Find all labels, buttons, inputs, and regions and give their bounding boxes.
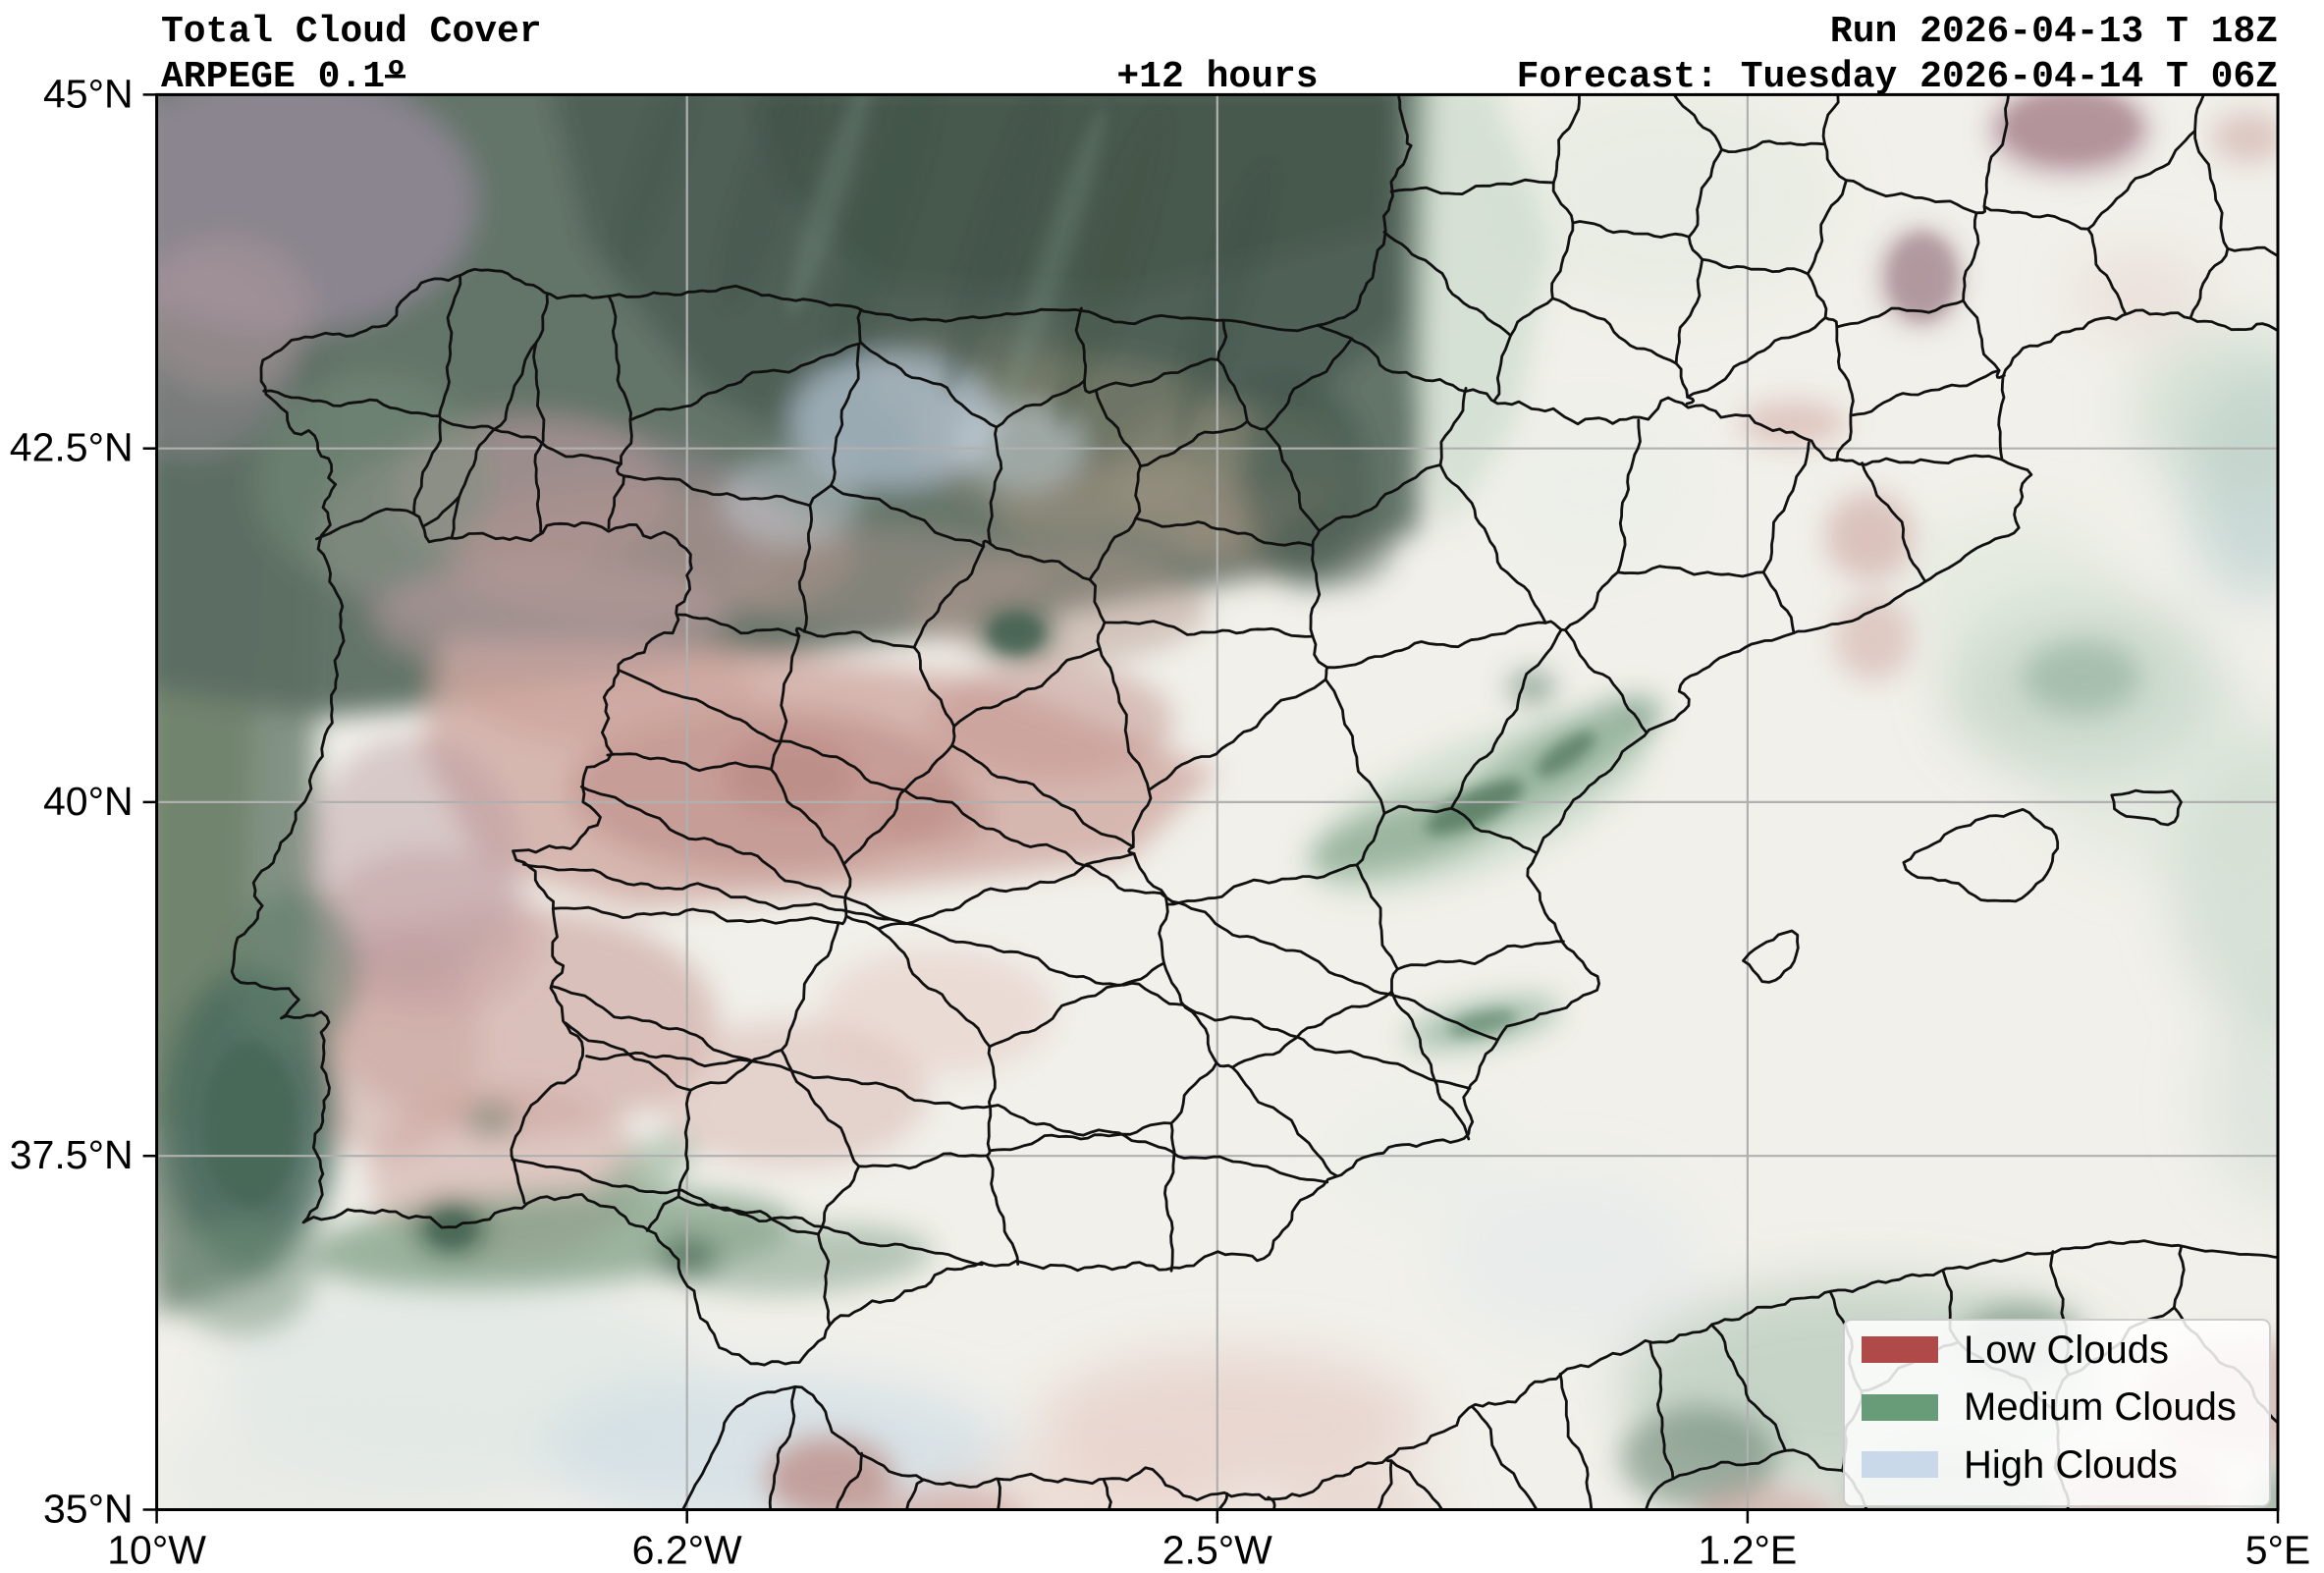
svg-text:Medium Clouds: Medium Clouds [1964,1385,2237,1429]
svg-text:6.2°W: 6.2°W [632,1528,742,1573]
svg-text:45°N: 45°N [43,71,134,116]
svg-text:ARPEGE 0.1º: ARPEGE 0.1º [161,56,407,98]
svg-text:10°W: 10°W [107,1528,206,1573]
svg-text:High Clouds: High Clouds [1964,1443,2178,1487]
svg-text:35°N: 35°N [43,1487,134,1532]
svg-text:2.5°W: 2.5°W [1162,1528,1272,1573]
svg-text:Total Cloud Cover: Total Cloud Cover [161,11,542,53]
svg-text:Low Clouds: Low Clouds [1964,1329,2169,1372]
svg-text:5°E: 5°E [2245,1528,2311,1573]
svg-text:1.2°E: 1.2°E [1699,1528,1798,1573]
svg-text:37.5°N: 37.5°N [10,1132,134,1177]
svg-text:+12 hours: +12 hours [1116,56,1318,98]
svg-text:Run 2026-04-13 T 18Z: Run 2026-04-13 T 18Z [1830,11,2278,53]
svg-text:Forecast: Tuesday 2026-04-14 T: Forecast: Tuesday 2026-04-14 T 06Z [1517,56,2278,98]
svg-text:42.5°N: 42.5°N [10,425,134,470]
svg-text:40°N: 40°N [43,779,134,824]
